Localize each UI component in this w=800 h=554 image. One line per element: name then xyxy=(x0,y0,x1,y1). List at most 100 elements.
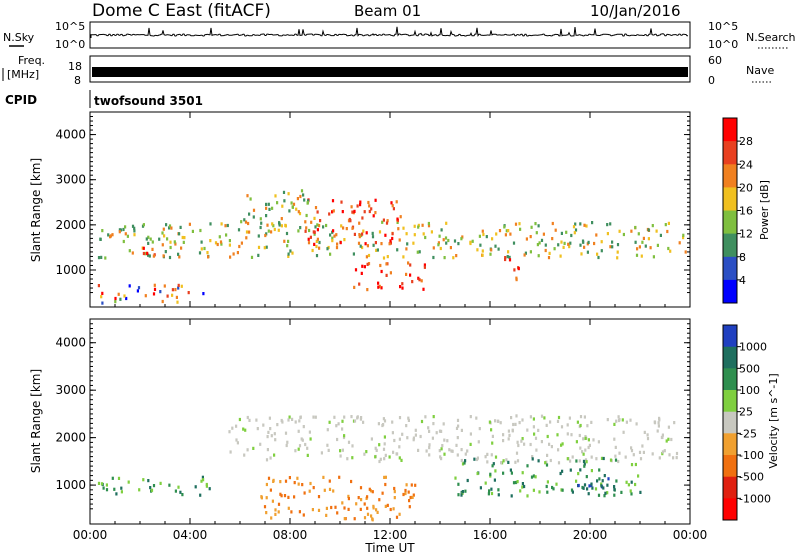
heatmap-cell xyxy=(584,436,587,440)
heatmap-cell xyxy=(398,238,401,242)
heatmap-cell xyxy=(341,419,344,423)
heatmap-cell xyxy=(603,494,606,498)
heatmap-cell xyxy=(615,479,618,483)
heatmap-cell xyxy=(455,443,458,447)
heatmap-cell xyxy=(209,222,212,226)
heatmap-cell xyxy=(630,492,633,496)
heatmap-cell xyxy=(549,458,552,463)
heatmap-cell xyxy=(585,224,588,228)
heatmap-cell xyxy=(535,448,538,452)
heatmap-cell xyxy=(597,440,600,444)
heatmap-cell xyxy=(469,415,472,419)
heatmap-cell xyxy=(331,199,335,203)
heatmap-cell xyxy=(329,233,332,237)
heatmap-cell xyxy=(507,437,510,441)
heatmap-cell xyxy=(607,477,610,481)
heatmap-cell xyxy=(504,256,507,260)
heatmap-cell xyxy=(238,244,241,249)
heatmap-cell xyxy=(339,241,342,245)
colorbar-segment xyxy=(723,498,737,521)
heatmap-cell xyxy=(526,494,529,498)
heatmap-cell xyxy=(363,210,366,214)
beam-title: Beam 01 xyxy=(354,2,421,20)
heatmap-cell xyxy=(420,279,423,283)
heatmap-cell xyxy=(316,237,319,241)
heatmap-cell xyxy=(105,483,108,487)
nsky-strip-frame xyxy=(89,21,691,49)
heatmap-cell xyxy=(587,492,590,496)
heatmap-cell xyxy=(456,453,459,457)
heatmap-cell xyxy=(313,216,316,220)
heatmap-cell xyxy=(335,246,339,250)
heatmap-cell xyxy=(273,453,276,457)
heatmap-cell xyxy=(128,284,131,288)
heatmap-cell xyxy=(571,455,574,459)
heatmap-cell xyxy=(502,439,505,443)
heatmap-cell xyxy=(636,247,639,251)
y-tick-label: 4000 xyxy=(55,336,86,350)
heatmap-cell xyxy=(590,469,593,473)
heatmap-cell xyxy=(526,428,529,432)
heatmap-cell xyxy=(447,238,450,243)
heatmap-cell xyxy=(127,480,130,484)
heatmap-cell xyxy=(409,273,412,277)
heatmap-cell xyxy=(379,263,382,268)
heatmap-cell xyxy=(591,486,594,490)
colorbar-segment xyxy=(723,455,737,478)
heatmap-cell xyxy=(350,415,353,419)
heatmap-cell xyxy=(325,506,328,510)
heatmap-cell xyxy=(553,247,556,251)
heatmap-cell xyxy=(173,240,176,244)
heatmap-cell xyxy=(517,443,520,448)
heatmap-cell xyxy=(269,456,272,460)
heatmap-cell xyxy=(351,456,354,460)
heatmap-cell xyxy=(174,288,177,292)
heatmap-cell xyxy=(583,415,586,419)
heatmap-cell xyxy=(524,251,527,255)
heatmap-cell xyxy=(407,416,410,420)
heatmap-cell xyxy=(276,201,279,205)
heatmap-cell xyxy=(684,250,687,254)
heatmap-cell xyxy=(313,242,316,246)
heatmap-cell xyxy=(406,436,409,440)
heatmap-cell xyxy=(371,517,374,521)
heatmap-cell xyxy=(476,248,479,252)
nsky-bottom-tick: 10^0 xyxy=(55,38,85,51)
heatmap-cell xyxy=(153,283,156,287)
heatmap-cell xyxy=(268,416,271,420)
nave-bottom-tick: 0 xyxy=(708,74,715,87)
heatmap-cell xyxy=(379,457,382,461)
heatmap-cell xyxy=(613,487,616,492)
heatmap-cell xyxy=(318,240,321,245)
cpid-value: twofsound 3501 xyxy=(94,94,203,108)
heatmap-cell xyxy=(565,230,568,234)
heatmap-cell xyxy=(419,434,422,439)
heatmap-cell xyxy=(453,239,457,243)
heatmap-cell xyxy=(414,428,417,432)
heatmap-cell xyxy=(271,499,274,503)
heatmap-cell xyxy=(511,429,514,433)
heatmap-cell xyxy=(450,449,453,453)
heatmap-cell xyxy=(583,462,586,466)
heatmap-cell xyxy=(389,271,392,275)
heatmap-cell xyxy=(202,478,205,482)
heatmap-cell xyxy=(521,437,524,441)
heatmap-cell xyxy=(606,483,609,487)
heatmap-cell xyxy=(163,284,166,288)
heatmap-cell xyxy=(142,223,145,227)
heatmap-cell xyxy=(408,505,411,509)
heatmap-cell xyxy=(551,221,554,226)
heatmap-cell xyxy=(214,241,218,245)
heatmap-cell xyxy=(507,429,510,433)
heatmap-cell xyxy=(371,490,374,494)
heatmap-cell xyxy=(163,234,166,238)
heatmap-cell xyxy=(378,443,381,447)
heatmap-cell xyxy=(393,490,396,494)
heatmap-cell xyxy=(617,415,620,419)
heatmap-cell xyxy=(395,452,398,456)
heatmap-cell xyxy=(337,422,340,426)
heatmap-cell xyxy=(595,233,598,237)
heatmap-cell xyxy=(534,436,538,440)
heatmap-cell xyxy=(516,480,519,484)
heatmap-cell xyxy=(360,271,363,275)
